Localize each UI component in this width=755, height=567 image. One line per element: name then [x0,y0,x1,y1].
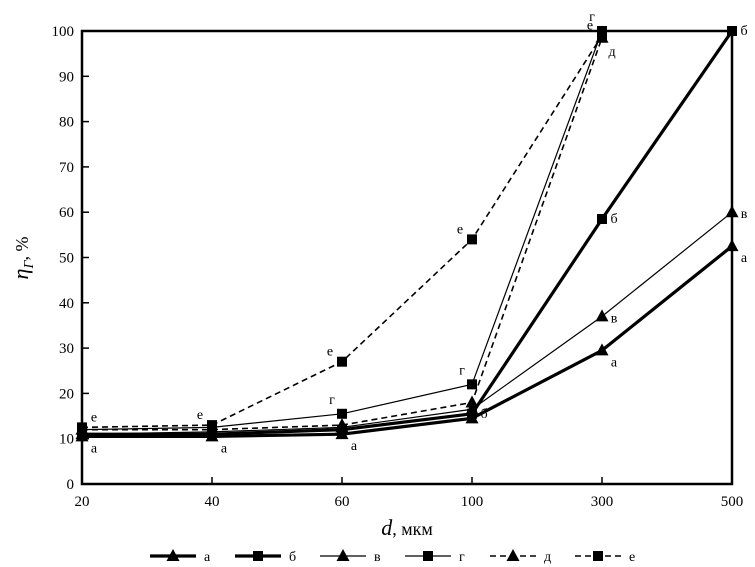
y-axis-unit: , % [12,237,32,261]
legend: а б в г д е [150,549,635,565]
point-label: б [610,212,617,227]
point-label: г [329,393,335,408]
series-в-point [465,402,479,415]
x-tick-label: 300 [591,494,614,510]
point-label: е [457,222,463,237]
point-label: а [741,251,748,266]
series-б-point [597,213,607,224]
series-г-point [467,379,477,390]
legend-item-д-marker [506,549,520,561]
point-label: а [611,355,618,370]
y-tick-label: 90 [59,69,74,85]
legend-item-е: е [575,550,635,565]
series-д-point [465,395,479,408]
legend-item-а-label: а [204,550,211,565]
point-label: е [91,410,97,425]
legend-item-д-label: д [544,550,551,565]
legend-item-а: а [150,549,211,565]
series-б-point [727,26,737,36]
y-tick-label: 60 [59,205,74,221]
x-tick-label: 20 [75,494,90,510]
x-tick-label: 40 [205,494,220,510]
series-а [75,239,739,442]
x-axis: 20 40 60 100 300 500 [75,477,744,510]
series-г [77,26,607,435]
legend-item-б-label: б [289,550,296,565]
series-а-point [595,343,609,356]
y-tick-label: 30 [59,341,74,357]
y-tick-label: 80 [59,115,74,131]
legend-item-в-label: в [374,550,381,565]
series-д-point [335,418,349,431]
y-axis-symbol: η [8,269,33,280]
point-label: а [221,441,228,456]
series-е [77,30,607,433]
series-е-point [77,422,87,433]
legend-item-е-marker [593,551,603,561]
y-axis: 0 10 20 30 40 50 60 70 80 90 100 [52,24,89,493]
legend-item-в: в [320,549,381,565]
y-axis-title: ηГ, % [8,237,37,280]
point-label: в [741,207,748,222]
point-label: е [587,19,593,34]
series-е-point [467,234,477,245]
point-label: г [589,10,595,25]
x-tick-label: 100 [461,494,484,510]
series-в-point [595,309,609,322]
series-д [75,30,609,435]
legend-item-б: б [235,550,296,565]
y-tick-label: 10 [59,432,74,448]
legend-item-г-marker [423,551,433,561]
point-label: д [608,45,615,60]
legend-item-д: д [490,549,551,565]
series-а-point [725,239,739,252]
y-tick-label: 0 [67,477,75,493]
y-axis-subscript: Г [22,260,37,270]
y-tick-label: 50 [59,251,74,267]
series-е-line [81,35,603,429]
x-axis-symbol: d [381,515,393,540]
series-г-line [81,30,603,431]
legend-item-б-marker [253,551,263,561]
series-г-point [337,408,347,419]
point-label: б [480,407,487,422]
y-tick-label: 70 [59,160,74,176]
x-axis-unit: , мкм [392,519,433,539]
plot-area-frame [80,29,734,486]
y-tick-label: 100 [52,24,75,40]
series-а-line [82,244,734,439]
legend-item-в-marker [336,549,350,561]
series-б-line [82,30,734,436]
point-label: а [91,441,98,456]
y-tick-label: 40 [59,296,74,312]
legend-item-а-marker [166,549,180,561]
point-label: е [197,408,203,423]
x-axis-title: d, мкм [381,515,433,540]
point-label: б [740,24,747,39]
legend-item-е-label: е [629,550,635,565]
series-д-line [82,37,603,431]
y-tick-label: 20 [59,386,74,402]
series-б [77,26,737,440]
point-label: е [327,345,333,360]
x-tick-label: 60 [335,494,350,510]
x-tick-label: 500 [721,494,744,510]
series-е-point [337,356,347,367]
series-в [75,205,739,440]
series-в-line [81,211,733,435]
point-label: г [459,363,465,378]
series-е-point [597,30,607,41]
point-label: в [611,311,618,326]
legend-item-г: г [405,550,465,565]
series-layer [75,26,739,442]
point-label: а [351,439,358,454]
series-е-point [207,420,217,431]
legend-item-г-label: г [459,550,465,565]
series-в-point [725,205,739,218]
